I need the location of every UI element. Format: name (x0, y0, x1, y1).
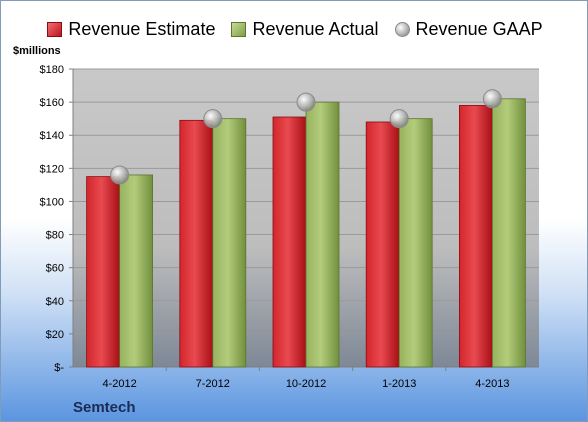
y-tick-label: $- (54, 362, 64, 374)
legend-item-estimate: Revenue Estimate (47, 19, 215, 40)
legend-item-actual: Revenue Actual (231, 18, 379, 40)
y-tick-label: $160 (40, 97, 64, 109)
estimate-bar (458, 105, 493, 368)
y-tick-label: $120 (40, 163, 64, 175)
gaap-marker (482, 89, 502, 109)
y-tick-label: $20 (46, 329, 64, 341)
y-tick-label: $180 (40, 64, 64, 76)
x-tick-label: 1-2013 (382, 378, 416, 390)
actual-bar (119, 174, 153, 368)
y-tick-label: $40 (46, 296, 64, 308)
actual-bar (398, 118, 433, 368)
y-tick-label: $80 (46, 230, 64, 242)
y-tick-label: $140 (40, 130, 64, 142)
estimate-bar (179, 119, 214, 368)
estimate-bar (272, 116, 307, 368)
legend-label-estimate: Revenue Estimate (68, 18, 216, 39)
legend-label-actual: Revenue Actual (252, 18, 379, 39)
legend-label-gaap: Revenue GAAP (415, 18, 543, 39)
x-tick-label: 10-2012 (286, 378, 326, 390)
legend: Revenue Estimate Revenue Actual Revenue … (1, 15, 587, 43)
legend-swatch-actual (231, 21, 247, 37)
actual-bar (491, 98, 526, 368)
legend-item-gaap: Revenue GAAP (394, 18, 543, 40)
x-tick-label: 4-2013 (475, 378, 509, 390)
y-tick-label: $60 (46, 263, 64, 275)
x-tick-label: 4-2012 (102, 378, 136, 390)
estimate-bar (86, 176, 120, 368)
y-tick-label: $100 (40, 196, 64, 208)
x-tick-label: 7-2012 (196, 378, 230, 390)
company-name: Semtech (73, 399, 136, 416)
gaap-marker (296, 92, 316, 112)
gaap-marker (110, 165, 130, 185)
legend-swatch-gaap (394, 21, 410, 37)
legend-swatch-estimate (47, 21, 63, 37)
y-axis-unit-label: $millions (13, 45, 61, 57)
gaap-marker (203, 109, 223, 129)
estimate-bar (365, 121, 400, 368)
actual-bar (305, 101, 340, 368)
actual-bar (212, 118, 247, 368)
gaap-marker (389, 109, 409, 129)
